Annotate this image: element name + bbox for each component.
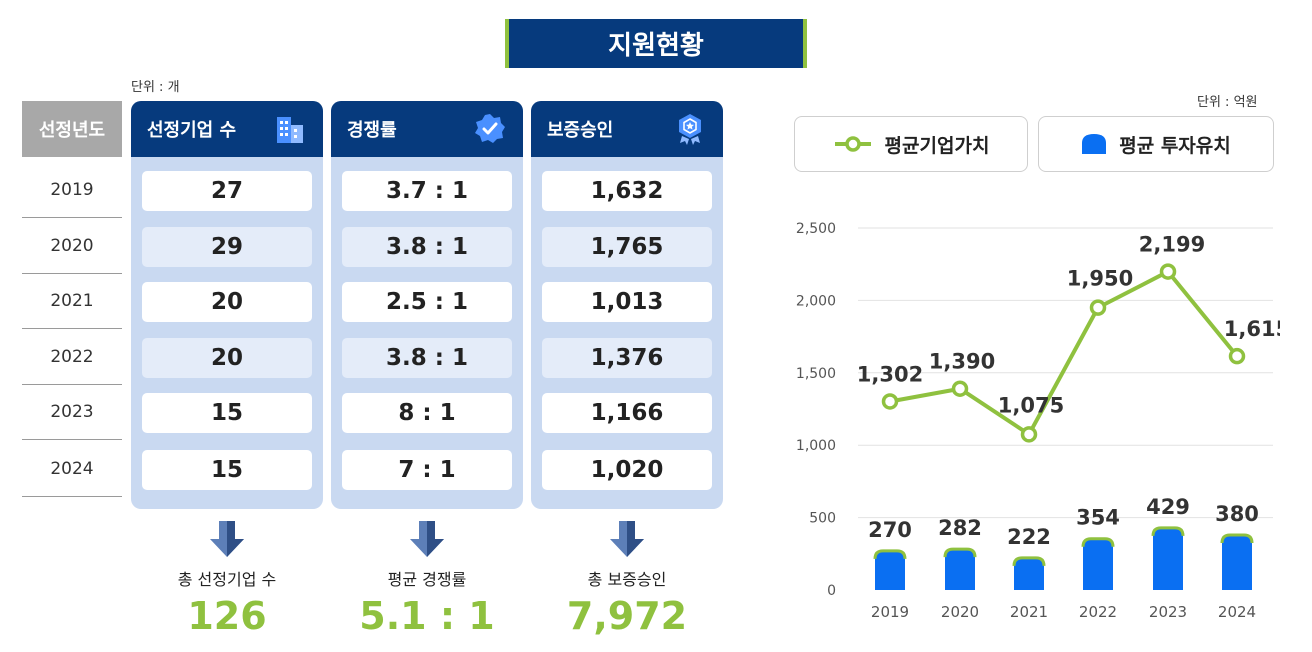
legend-label-line: 평균기업가치: [884, 134, 990, 157]
year-cell: 2023: [22, 384, 122, 440]
line-series: [889, 269, 1239, 437]
companies-value: 15: [142, 450, 312, 490]
bar: [1083, 538, 1113, 590]
guarantee-header-label: 보증승인: [547, 120, 614, 141]
down-arrow-icon: [410, 521, 444, 557]
year-cell: 2020: [22, 218, 122, 274]
award-ribbon-icon: [679, 114, 701, 145]
guarantee-value: 1,765: [542, 227, 712, 267]
legend-label-bar: 평균 투자유치: [1119, 134, 1231, 157]
line-value-label: 1,075: [998, 393, 1064, 417]
competition-value: 2.5 : 1: [342, 282, 512, 322]
bar: [875, 550, 905, 590]
competition-value: 7 : 1: [342, 450, 512, 490]
x-tick-label: 2023: [1149, 603, 1187, 621]
bar-top-cap: [1012, 556, 1046, 566]
year-cell: 2019: [22, 162, 122, 218]
year-column-header: 선정년도: [22, 101, 122, 157]
guarantee-column-header: 보증승인: [531, 101, 723, 157]
guarantee-column: 보증승인 1,632 1,765 1,013 1,376 1,166 1,020: [531, 101, 723, 509]
line-value-label: 1,950: [1067, 267, 1133, 291]
competition-value: 3.7 : 1: [342, 171, 512, 211]
down-arrow-icon: [610, 521, 644, 557]
x-tick-label: 2022: [1079, 603, 1117, 621]
legend-item-line: 평균기업가치: [794, 116, 1028, 172]
bar-top-cap: [1081, 537, 1115, 547]
companies-header-label: 선정기업 수: [147, 120, 237, 141]
guarantee-value: 1,013: [542, 282, 712, 322]
bar-top-cap: [1151, 526, 1185, 536]
x-tick-label: 2021: [1010, 603, 1048, 621]
total-guarantee-label: 총 보증승인: [587, 570, 667, 589]
x-tick-label: 2020: [941, 603, 979, 621]
guarantee-value: 1,166: [542, 393, 712, 433]
bar: [1153, 527, 1183, 590]
guarantee-value: 1,632: [542, 171, 712, 211]
line-value-label: 1,615: [1224, 317, 1280, 341]
companies-value: 20: [142, 282, 312, 322]
line-point: [1228, 347, 1246, 365]
bar-marker-icon: [1082, 134, 1107, 154]
unit-label-amount: 단위 : 억원: [1197, 95, 1258, 110]
guarantee-value: 1,376: [542, 338, 712, 378]
bar-top-cap: [943, 547, 977, 558]
y-tick-label: 2,000: [796, 293, 836, 309]
line-point: [1089, 299, 1107, 316]
y-tick-label: 500: [809, 511, 836, 527]
competition-value: 8 : 1: [342, 393, 512, 433]
total-companies-label: 총 선정기업 수: [177, 570, 277, 589]
year-cell: 2024: [22, 441, 122, 497]
companies-value: 29: [142, 227, 312, 267]
total-companies-value: 126: [187, 594, 267, 638]
competition-column: 경쟁률 3.7 : 1 3.8 : 1 2.5 : 1 3.8 : 1 8 : …: [331, 101, 523, 509]
total-guarantee-value: 7,972: [566, 594, 688, 638]
y-tick-label: 2,500: [796, 221, 836, 237]
companies-column-header: 선정기업 수: [131, 101, 323, 157]
competition-value: 3.8 : 1: [342, 227, 512, 267]
page-title: 지원현황: [505, 19, 807, 68]
line-point: [881, 393, 899, 410]
guarantee-value: 1,020: [542, 450, 712, 490]
verified-badge-icon: [475, 114, 505, 143]
companies-column: 선정기업 수 27 29 20 20 15 15: [131, 101, 323, 509]
companies-value: 27: [142, 171, 312, 211]
line-value-label: 1,390: [929, 350, 995, 374]
competition-header-label: 경쟁률: [347, 120, 397, 141]
companies-value: 20: [142, 338, 312, 378]
year-cell: 2022: [22, 329, 122, 385]
bar: [945, 549, 975, 590]
line-value-label: 1,302: [857, 362, 923, 386]
down-arrow-icon: [210, 521, 244, 557]
bar-value-label: 222: [1007, 525, 1051, 549]
unit-label-count: 단위 : 개: [131, 80, 180, 95]
bar-value-label: 270: [868, 518, 912, 542]
bar-top-cap: [873, 549, 907, 559]
legend-item-bar: 평균 투자유치: [1038, 116, 1274, 172]
combo-chart: 0 500 1,000 1,500 2,000 2,500 2019 2020 2021 2022…: [796, 221, 1280, 621]
line-point: [951, 380, 969, 397]
competition-value: 3.8 : 1: [342, 338, 512, 378]
competition-column-header: 경쟁률: [331, 101, 523, 157]
y-tick-label: 1,500: [796, 366, 836, 382]
line-point: [1020, 426, 1038, 443]
bar: [1222, 534, 1252, 590]
avg-competition-label: 평균 경쟁률: [387, 570, 467, 589]
bar-value-label: 354: [1076, 506, 1120, 530]
bar-value-label: 429: [1146, 495, 1190, 519]
year-cell: 2021: [22, 273, 122, 329]
y-tick-label: 0: [827, 583, 836, 599]
x-tick-label: 2019: [871, 603, 909, 621]
y-tick-label: 1,000: [796, 438, 836, 454]
building-icon: [277, 117, 303, 143]
bar-value-label: 282: [938, 516, 982, 540]
x-tick-label: 2024: [1218, 603, 1256, 621]
line-point: [1159, 263, 1177, 280]
bar: [1014, 557, 1044, 590]
line-value-label: 2,199: [1139, 233, 1205, 257]
bar-value-label: 380: [1215, 502, 1259, 526]
avg-competition-value: 5.1 : 1: [359, 594, 495, 638]
bar-top-cap: [1220, 533, 1254, 544]
companies-value: 15: [142, 393, 312, 433]
line-marker-icon: [834, 136, 871, 152]
